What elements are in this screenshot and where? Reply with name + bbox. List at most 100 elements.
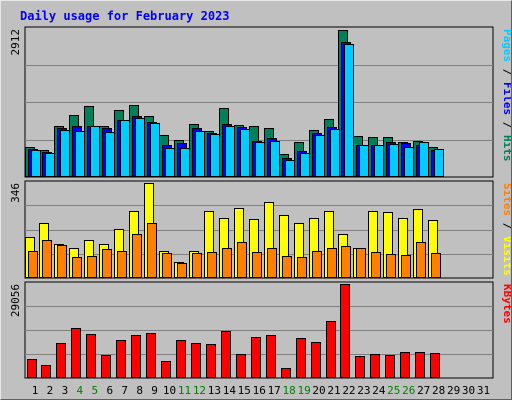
x-tick-label-11: 11	[178, 384, 191, 397]
bar-pages-day-7	[120, 120, 130, 177]
bar-sites-day-26	[401, 255, 411, 278]
bar-pages-day-15	[240, 129, 250, 177]
bar-kbytes-day-1	[27, 359, 37, 378]
bar-sites-day-15	[237, 242, 247, 278]
x-tick-label-17: 17	[268, 384, 281, 397]
x-tick-label-2: 2	[47, 384, 54, 397]
x-tick-label-30: 30	[462, 384, 475, 397]
bar-kbytes-day-14	[221, 331, 231, 378]
x-tick-label-21: 21	[327, 384, 340, 397]
x-tick-label-15: 15	[238, 384, 251, 397]
legend-part-2: Visits	[501, 236, 511, 276]
bar-pages-day-12	[195, 131, 205, 177]
bar-kbytes-day-21	[326, 321, 336, 378]
x-tick-label-13: 13	[208, 384, 221, 397]
bar-kbytes-day-24	[370, 354, 380, 378]
bar-pages-day-16	[255, 142, 265, 177]
bar-kbytes-day-11	[176, 340, 186, 378]
bar-kbytes-day-25	[385, 355, 395, 378]
bar-pages-day-23	[359, 145, 369, 177]
bar-pages-day-2	[45, 153, 55, 177]
x-tick-label-18: 18	[283, 384, 296, 397]
bar-kbytes-day-19	[296, 338, 306, 378]
bar-pages-day-3	[60, 130, 70, 177]
bar-kbytes-day-3	[56, 343, 66, 378]
legend-part-2: Files	[501, 82, 511, 115]
x-tick-label-10: 10	[163, 384, 176, 397]
bar-pages-day-13	[210, 134, 220, 177]
bar-kbytes-day-27	[415, 352, 425, 378]
x-tick-label-20: 20	[312, 384, 325, 397]
x-tick-label-14: 14	[223, 384, 237, 397]
bar-pages-day-6	[105, 132, 115, 177]
bar-sites-day-28	[431, 253, 441, 278]
legend-part-0: Pages	[501, 29, 511, 62]
chart-title: Daily usage for February 2023	[20, 9, 230, 23]
bar-pages-day-1	[31, 150, 41, 177]
bar-pages-day-25	[389, 144, 399, 177]
bar-pages-day-20	[315, 135, 325, 177]
bar-pages-day-4	[75, 131, 85, 177]
x-tick-label-9: 9	[151, 384, 158, 397]
x-tick-label-26: 26	[402, 384, 415, 397]
bar-sites-day-2	[42, 240, 52, 278]
x-tick-label-25: 25	[387, 384, 400, 397]
bar-pages-day-5	[90, 126, 100, 177]
panel-kbytes-legend: KBytes	[501, 284, 511, 324]
panel-hits-files-pages-legend: Pages / Files / Hits	[501, 29, 511, 162]
bar-kbytes-day-28	[430, 353, 440, 378]
x-tick-label-6: 6	[106, 384, 113, 397]
x-tick-label-7: 7	[121, 384, 128, 397]
x-tick-label-4: 4	[77, 384, 84, 397]
bar-sites-day-7	[117, 251, 127, 278]
bar-sites-day-14	[222, 248, 232, 278]
x-tick-label-28: 28	[432, 384, 445, 397]
bar-sites-day-11	[177, 263, 187, 278]
legend-part-4: Hits	[501, 135, 511, 162]
bar-sites-day-27	[416, 242, 426, 278]
bar-kbytes-day-2	[41, 365, 51, 378]
bar-kbytes-day-9	[146, 333, 156, 378]
x-tick-label-5: 5	[91, 384, 98, 397]
bar-sites-day-16	[252, 252, 262, 278]
bar-kbytes-day-22	[340, 284, 350, 378]
bar-kbytes-day-6	[101, 355, 111, 378]
bar-kbytes-day-23	[355, 356, 365, 378]
bar-pages-day-11	[180, 148, 190, 177]
x-tick-label-8: 8	[136, 384, 143, 397]
bar-pages-day-18	[285, 160, 295, 177]
bar-sites-day-23	[356, 248, 366, 278]
panel-hits-files-pages-ymax-label: 2912	[9, 29, 22, 56]
bar-sites-day-13	[207, 252, 217, 278]
bar-sites-day-20	[312, 251, 322, 278]
bar-sites-day-9	[147, 223, 157, 278]
x-tick-label-12: 12	[193, 384, 206, 397]
bar-pages-day-19	[300, 153, 310, 177]
bar-kbytes-day-15	[236, 354, 246, 378]
panel-visits-sites-ymax-label: 346	[9, 183, 22, 203]
bar-pages-day-17	[270, 141, 280, 177]
x-tick-label-19: 19	[297, 384, 310, 397]
bar-sites-day-24	[371, 252, 381, 278]
x-tick-label-22: 22	[342, 384, 355, 397]
bar-sites-day-1	[28, 251, 38, 278]
bar-kbytes-day-16	[251, 337, 261, 378]
legend-part-0: Sites	[501, 183, 511, 216]
x-tick-label-1: 1	[32, 384, 39, 397]
bar-pages-day-24	[374, 145, 384, 177]
bar-pages-day-27	[419, 142, 429, 177]
bar-kbytes-day-4	[71, 328, 81, 378]
bar-sites-day-8	[132, 234, 142, 278]
bar-kbytes-day-12	[191, 343, 201, 378]
bar-sites-day-5	[87, 256, 97, 278]
legend-part-1: /	[501, 62, 511, 82]
bar-kbytes-day-17	[266, 335, 276, 378]
bar-kbytes-day-18	[281, 368, 291, 378]
panel-visits-sites-legend: Sites / Visits	[501, 183, 511, 276]
x-tick-label-27: 27	[417, 384, 430, 397]
bar-kbytes-day-13	[206, 344, 216, 378]
bar-kbytes-day-5	[86, 334, 96, 378]
bar-pages-day-22	[344, 44, 354, 177]
bar-pages-day-26	[404, 147, 414, 177]
